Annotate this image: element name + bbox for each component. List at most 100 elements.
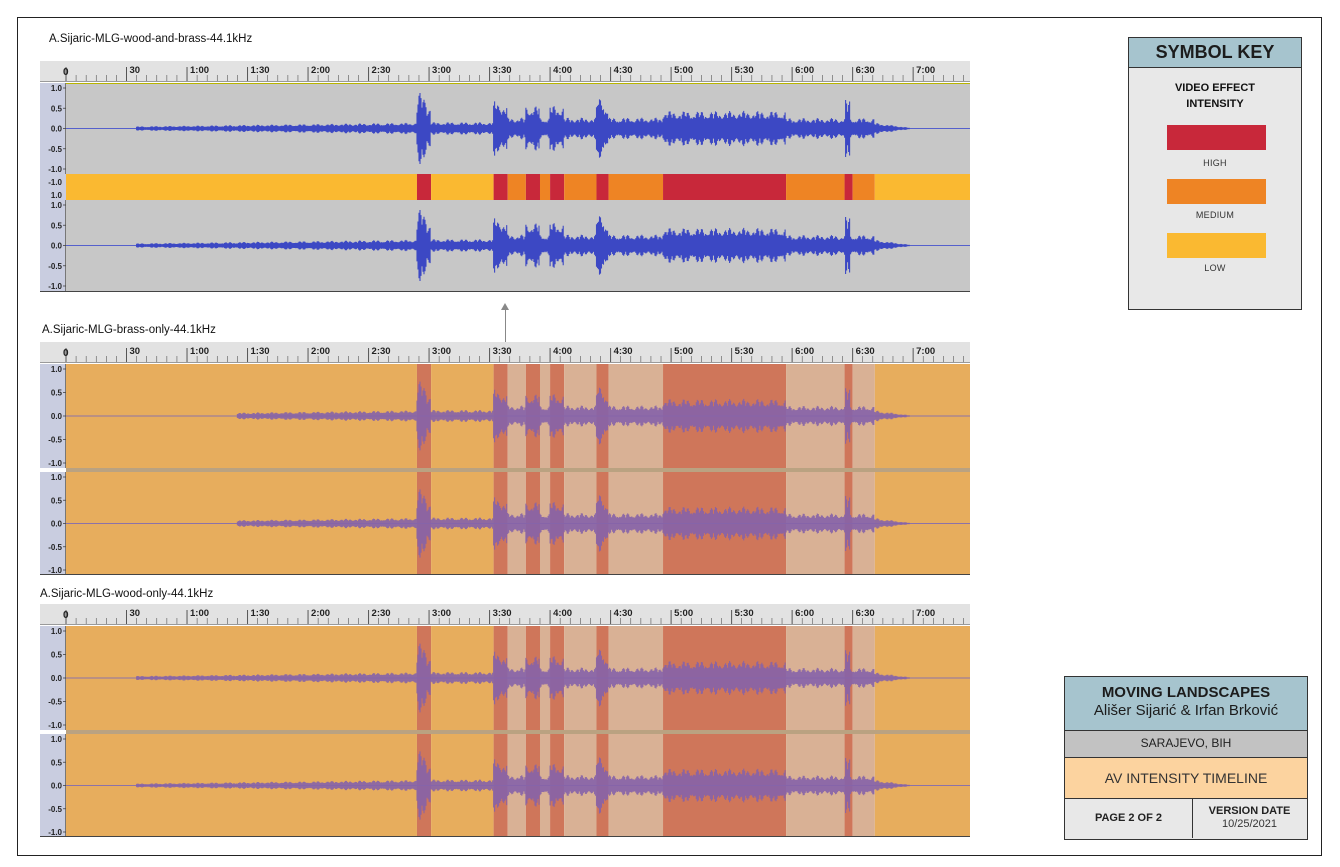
amplitude-label: -1.0 bbox=[48, 828, 62, 837]
amplitude-label: -0.5 bbox=[48, 698, 62, 707]
waveform bbox=[136, 751, 910, 820]
tick-label: 2:30 bbox=[372, 608, 391, 619]
tick-label: 6:30 bbox=[856, 608, 875, 619]
intensity-segment-high bbox=[844, 174, 853, 200]
tick-label: 2:00 bbox=[311, 65, 330, 76]
tick-label: 2:00 bbox=[311, 346, 330, 357]
symbol-key-panel bbox=[1128, 37, 1302, 310]
amplitude-label: 1.0 bbox=[51, 191, 63, 200]
tick-label: 1:30 bbox=[251, 346, 270, 357]
amplitude-label: -1.0 bbox=[48, 721, 62, 730]
intensity-segment-high bbox=[596, 174, 609, 200]
amplitude-label: 1.0 bbox=[51, 627, 63, 636]
track-brass-only[interactable]: 0 30 1:00 1:30 2:00 2:30 3:00 3:30 4:00 4:30 5:00 5… bbox=[40, 342, 970, 598]
amplitude-label: 0.5 bbox=[51, 104, 63, 113]
tick-label: 0 bbox=[63, 67, 69, 78]
title-block-document: AV INTENSITY TIMELINE bbox=[1064, 757, 1308, 799]
tick-label: 5:00 bbox=[674, 346, 693, 357]
amplitude-scale bbox=[40, 83, 66, 174]
waveform bbox=[136, 210, 910, 281]
track-wood-and-brass[interactable]: 0 30 1:00 1:30 2:00 2:30 3:00 3:30 4:00 4:30 5:00 5… bbox=[40, 61, 970, 317]
swatch-high bbox=[1167, 125, 1266, 150]
amplitude-label: 1.0 bbox=[51, 201, 63, 210]
tick-label: 5:30 bbox=[735, 608, 754, 619]
amplitude-label: -0.5 bbox=[48, 543, 62, 552]
intensity-segment-medium bbox=[786, 174, 845, 200]
amplitude-label: 0.5 bbox=[51, 758, 63, 767]
amplitude-scale bbox=[40, 734, 66, 837]
intensity-segment-low bbox=[66, 174, 417, 200]
amplitude-label: 1.0 bbox=[51, 473, 63, 482]
tick-label: 1:30 bbox=[251, 608, 270, 619]
intensity-segment-medium bbox=[507, 174, 526, 200]
tick-label: 1:00 bbox=[190, 65, 209, 76]
tick-label: 6:00 bbox=[795, 346, 814, 357]
tick-label: 5:00 bbox=[674, 65, 693, 76]
tick-label: 3:30 bbox=[493, 346, 512, 357]
amplitude-label: -1.0 bbox=[48, 459, 62, 468]
tick-label: 2:30 bbox=[372, 346, 391, 357]
tick-label: 1:00 bbox=[190, 346, 209, 357]
amplitude-scale bbox=[40, 364, 66, 468]
amplitude-scale bbox=[40, 472, 66, 575]
amplitude-scale bbox=[40, 626, 66, 730]
amplitude-label: 0.0 bbox=[51, 782, 63, 791]
amplitude-label: -0.5 bbox=[48, 805, 62, 814]
track-title-brass-only: A.Sijaric-MLG-brass-only-44.1kHz bbox=[42, 324, 216, 336]
tick-label: 3:00 bbox=[432, 346, 451, 357]
intensity-segment-medium bbox=[852, 174, 875, 200]
swatch-low bbox=[1167, 233, 1266, 258]
tick-label: 4:00 bbox=[553, 65, 572, 76]
timeline-ruler bbox=[40, 604, 970, 625]
intensity-segment-high bbox=[663, 174, 787, 200]
swatch-label-low: LOW bbox=[1204, 263, 1226, 273]
amplitude-label: 1.0 bbox=[51, 84, 63, 93]
project-title: MOVING LANDSCAPES bbox=[1101, 684, 1271, 701]
waveform bbox=[136, 93, 910, 164]
swatch-label-high: HIGH bbox=[1203, 158, 1227, 168]
tick-label: 7:00 bbox=[916, 346, 935, 357]
intensity-segment-medium bbox=[539, 174, 551, 200]
tick-label: 3:00 bbox=[432, 65, 451, 76]
tick-label: 4:00 bbox=[553, 608, 572, 619]
intensity-segment-low bbox=[431, 174, 494, 200]
tick-label: 3:30 bbox=[493, 65, 512, 76]
track-wood-only[interactable]: 0 30 1:00 1:30 2:00 2:30 3:00 3:30 4:00 4:30 5:00 5… bbox=[40, 604, 970, 860]
tick-label: 3:00 bbox=[432, 608, 451, 619]
timeline-ruler bbox=[40, 61, 970, 82]
tick-label: 4:00 bbox=[553, 346, 572, 357]
amplitude-scale bbox=[40, 200, 66, 291]
page-frame bbox=[17, 17, 1322, 856]
amplitude-label: 0.5 bbox=[51, 496, 63, 505]
amplitude-label: 0.5 bbox=[51, 389, 63, 398]
intensity-segment-low bbox=[874, 174, 970, 200]
amplitude-label: 0.5 bbox=[51, 651, 63, 660]
symbol-key-title: SYMBOL KEY bbox=[1128, 37, 1302, 68]
tick-label: 7:00 bbox=[916, 608, 935, 619]
amplitude-label: -1.0 bbox=[48, 165, 62, 174]
tick-label: 1:30 bbox=[251, 65, 270, 76]
tick-label: 3:30 bbox=[493, 608, 512, 619]
tick-label: 5:30 bbox=[735, 346, 754, 357]
connector-arrow-line bbox=[505, 306, 506, 342]
title-block-footer: PAGE 2 OF 2 VERSION DATE 10/25/2021 bbox=[1064, 798, 1308, 840]
amplitude-label: 0.0 bbox=[51, 242, 63, 251]
tick-label: 4:30 bbox=[614, 608, 633, 619]
intensity-segment-medium bbox=[564, 174, 597, 200]
amplitude-label: -0.5 bbox=[48, 262, 62, 271]
symbol-key-heading: VIDEO EFFECT INTENSITY bbox=[1128, 80, 1302, 112]
swatch-label-medium: MEDIUM bbox=[1195, 210, 1235, 220]
intensity-segment-high bbox=[550, 174, 565, 200]
amplitude-label: 0.5 bbox=[51, 221, 63, 230]
title-block-location: SARAJEVO, BIH bbox=[1064, 730, 1308, 758]
tick-label: 2:30 bbox=[372, 65, 391, 76]
tick-label: 2:00 bbox=[311, 608, 330, 619]
tick-label: 6:30 bbox=[856, 65, 875, 76]
tick-label: 6:00 bbox=[795, 608, 814, 619]
symbol-key-heading-line2: INTENSITY bbox=[1186, 98, 1244, 110]
amplitude-label: 0.0 bbox=[51, 674, 63, 683]
waveform bbox=[236, 381, 910, 451]
tick-label: 5:30 bbox=[735, 65, 754, 76]
version-date-label: VERSION DATE bbox=[1208, 805, 1291, 817]
track-title-wood-and-brass: A.Sijaric-MLG-wood-and-brass-44.1kHz bbox=[49, 33, 253, 45]
